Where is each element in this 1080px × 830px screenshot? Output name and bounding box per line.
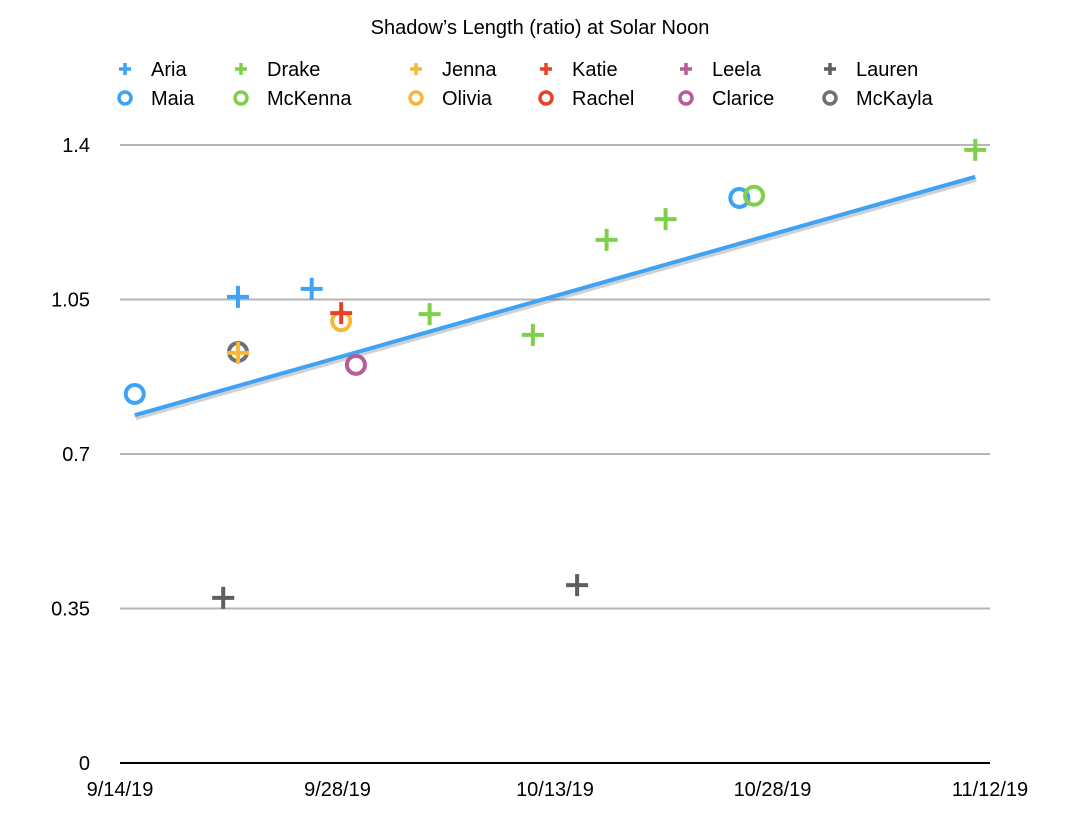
legend-item-aria: Aria xyxy=(119,59,187,81)
data-point-drake xyxy=(595,228,618,251)
trendline xyxy=(134,174,977,421)
legend-item-lauren: Lauren xyxy=(824,59,918,81)
legend-plus-icon xyxy=(119,63,131,75)
data-point-aria xyxy=(300,277,323,300)
x-tick-label: 9/14/19 xyxy=(87,779,154,801)
data-point-drake xyxy=(418,303,441,326)
legend-label: Aria xyxy=(151,59,187,81)
legend-item-katie: Katie xyxy=(540,59,618,81)
legend-label: McKayla xyxy=(856,88,934,110)
y-tick-label: 0.35 xyxy=(51,599,90,621)
legend-label: Drake xyxy=(267,59,320,81)
x-tick-label: 10/28/19 xyxy=(734,779,812,801)
chart-title: Shadow’s Length (ratio) at Solar Noon xyxy=(371,17,710,39)
legend-circle-icon xyxy=(233,90,249,106)
legend-label: Leela xyxy=(712,59,762,81)
data-point-clarice xyxy=(344,353,367,376)
legend-circle-icon xyxy=(408,90,424,106)
data-point-mckenna xyxy=(743,184,766,207)
trendline-line xyxy=(134,174,976,418)
data-point-drake xyxy=(654,208,677,231)
legend-label: Lauren xyxy=(856,59,918,81)
legend-item-rachel: Rachel xyxy=(538,88,634,110)
y-axis-ticks: 0 0.35 0.7 1.05 1.4 xyxy=(51,135,90,775)
legend-item-mckayla: McKayla xyxy=(822,88,934,110)
legend-item-maia: Maia xyxy=(117,88,195,110)
legend-item-olivia: Olivia xyxy=(408,88,493,110)
data-point-drake xyxy=(964,138,987,161)
gridlines xyxy=(120,144,990,764)
legend-item-leela: Leela xyxy=(680,59,762,81)
data-point-katie xyxy=(330,302,353,325)
legend-circle-icon xyxy=(822,90,838,106)
data-point-jenna xyxy=(226,341,249,364)
data-point-drake xyxy=(521,323,544,346)
legend-label: Clarice xyxy=(712,88,774,110)
legend-label: Maia xyxy=(151,88,195,110)
legend-circle-icon xyxy=(538,90,554,106)
x-tick-label: 9/28/19 xyxy=(304,779,371,801)
legend-label: Katie xyxy=(572,59,618,81)
legend-label: McKenna xyxy=(267,88,352,110)
y-tick-label: 0 xyxy=(79,753,90,775)
legend-item-jenna: Jenna xyxy=(410,59,497,81)
legend-plus-icon xyxy=(824,63,836,75)
legend-item-mckenna: McKenna xyxy=(233,88,352,110)
legend-circle-icon xyxy=(678,90,694,106)
data-point-maia xyxy=(123,382,146,405)
legend-plus-icon xyxy=(680,63,692,75)
data-point-maia xyxy=(728,186,751,209)
legend-circle-icon xyxy=(117,90,133,106)
y-tick-label: 0.7 xyxy=(62,444,90,466)
legend-item-drake: Drake xyxy=(235,59,320,81)
legend: Aria Drake Jenna Katie Leela Lauren Maia McKenn… xyxy=(117,59,934,110)
x-tick-label: 11/12/19 xyxy=(952,779,1028,801)
legend-plus-icon xyxy=(540,63,552,75)
y-tick-label: 1.05 xyxy=(51,290,90,312)
x-tick-label: 10/13/19 xyxy=(516,779,594,801)
legend-plus-icon xyxy=(410,63,422,75)
trendline-shadow xyxy=(135,177,977,421)
data-point-lauren xyxy=(566,574,589,597)
legend-label: Jenna xyxy=(442,59,497,81)
legend-label: Olivia xyxy=(442,88,493,110)
data-point-aria xyxy=(226,285,249,308)
legend-plus-icon xyxy=(235,63,247,75)
y-tick-label: 1.4 xyxy=(62,135,90,157)
x-axis-ticks: 9/14/19 9/28/19 10/13/19 10/28/19 11/12/19 xyxy=(87,779,1029,801)
legend-item-clarice: Clarice xyxy=(678,88,774,110)
data-point-lauren xyxy=(212,586,235,609)
data-points xyxy=(123,138,987,609)
legend-label: Rachel xyxy=(572,88,634,110)
